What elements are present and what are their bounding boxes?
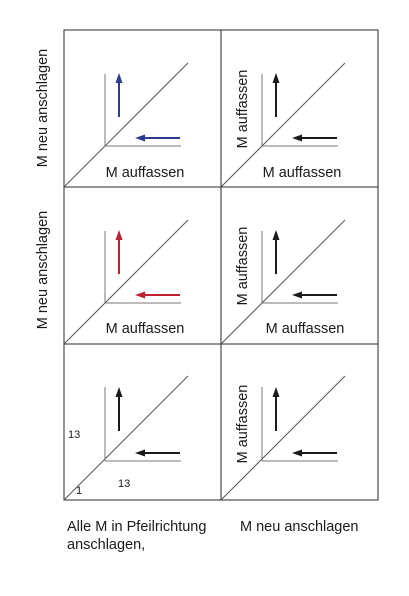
caption-left: Alle M in Pfeilrichtung anschlagen, — [67, 518, 206, 554]
up-arrowhead — [115, 230, 123, 240]
corner-number-left: 13 — [68, 429, 80, 441]
diagonal-line — [63, 219, 189, 345]
caption-right: M neu anschlagen — [240, 519, 359, 535]
vertical-label: M auffassen — [235, 227, 251, 306]
corner-number-origin: 1 — [76, 485, 82, 497]
left-arrowhead — [135, 449, 145, 457]
left-arrowhead — [135, 134, 145, 142]
caption-left-line1: Alle M in Pfeilrichtung — [67, 519, 207, 535]
left-arrowhead — [292, 134, 302, 142]
cell-r3c1: 13 13 1 — [63, 375, 189, 501]
bottom-label: M auffassen — [266, 321, 345, 337]
diagonal-line — [63, 62, 189, 188]
cell-r2c1: M auffassen — [63, 219, 189, 345]
bottom-label: M auffassen — [106, 321, 185, 337]
diagonal-line — [220, 219, 346, 345]
bottom-label: M auffassen — [263, 165, 342, 181]
cell-r2c2: M auffassen M auffassen — [220, 219, 346, 345]
bottom-label: M auffassen — [106, 165, 185, 181]
up-arrowhead — [272, 230, 280, 240]
left-label-top: M neu anschlagen — [35, 49, 51, 168]
diagonal-line — [63, 375, 189, 501]
left-label-middle: M neu anschlagen — [35, 211, 51, 330]
up-arrowhead — [115, 73, 123, 83]
up-arrowhead — [272, 73, 280, 83]
cell-r3c2: M auffassen — [220, 375, 346, 501]
left-arrowhead — [292, 291, 302, 299]
diagonal-line — [220, 375, 346, 501]
cell-r1c2: M auffassen M auffassen — [220, 62, 346, 188]
cell-r1c1: M auffassen — [63, 62, 189, 188]
caption-left-line2: anschlagen, — [67, 537, 146, 553]
left-arrowhead — [135, 291, 145, 299]
left-arrowhead — [292, 449, 302, 457]
vertical-label: M auffassen — [235, 385, 251, 464]
diagonal-line — [220, 62, 346, 188]
up-arrowhead — [115, 387, 123, 397]
up-arrowhead — [272, 387, 280, 397]
vertical-label: M auffassen — [235, 70, 251, 149]
corner-number-bottom: 13 — [118, 478, 130, 490]
